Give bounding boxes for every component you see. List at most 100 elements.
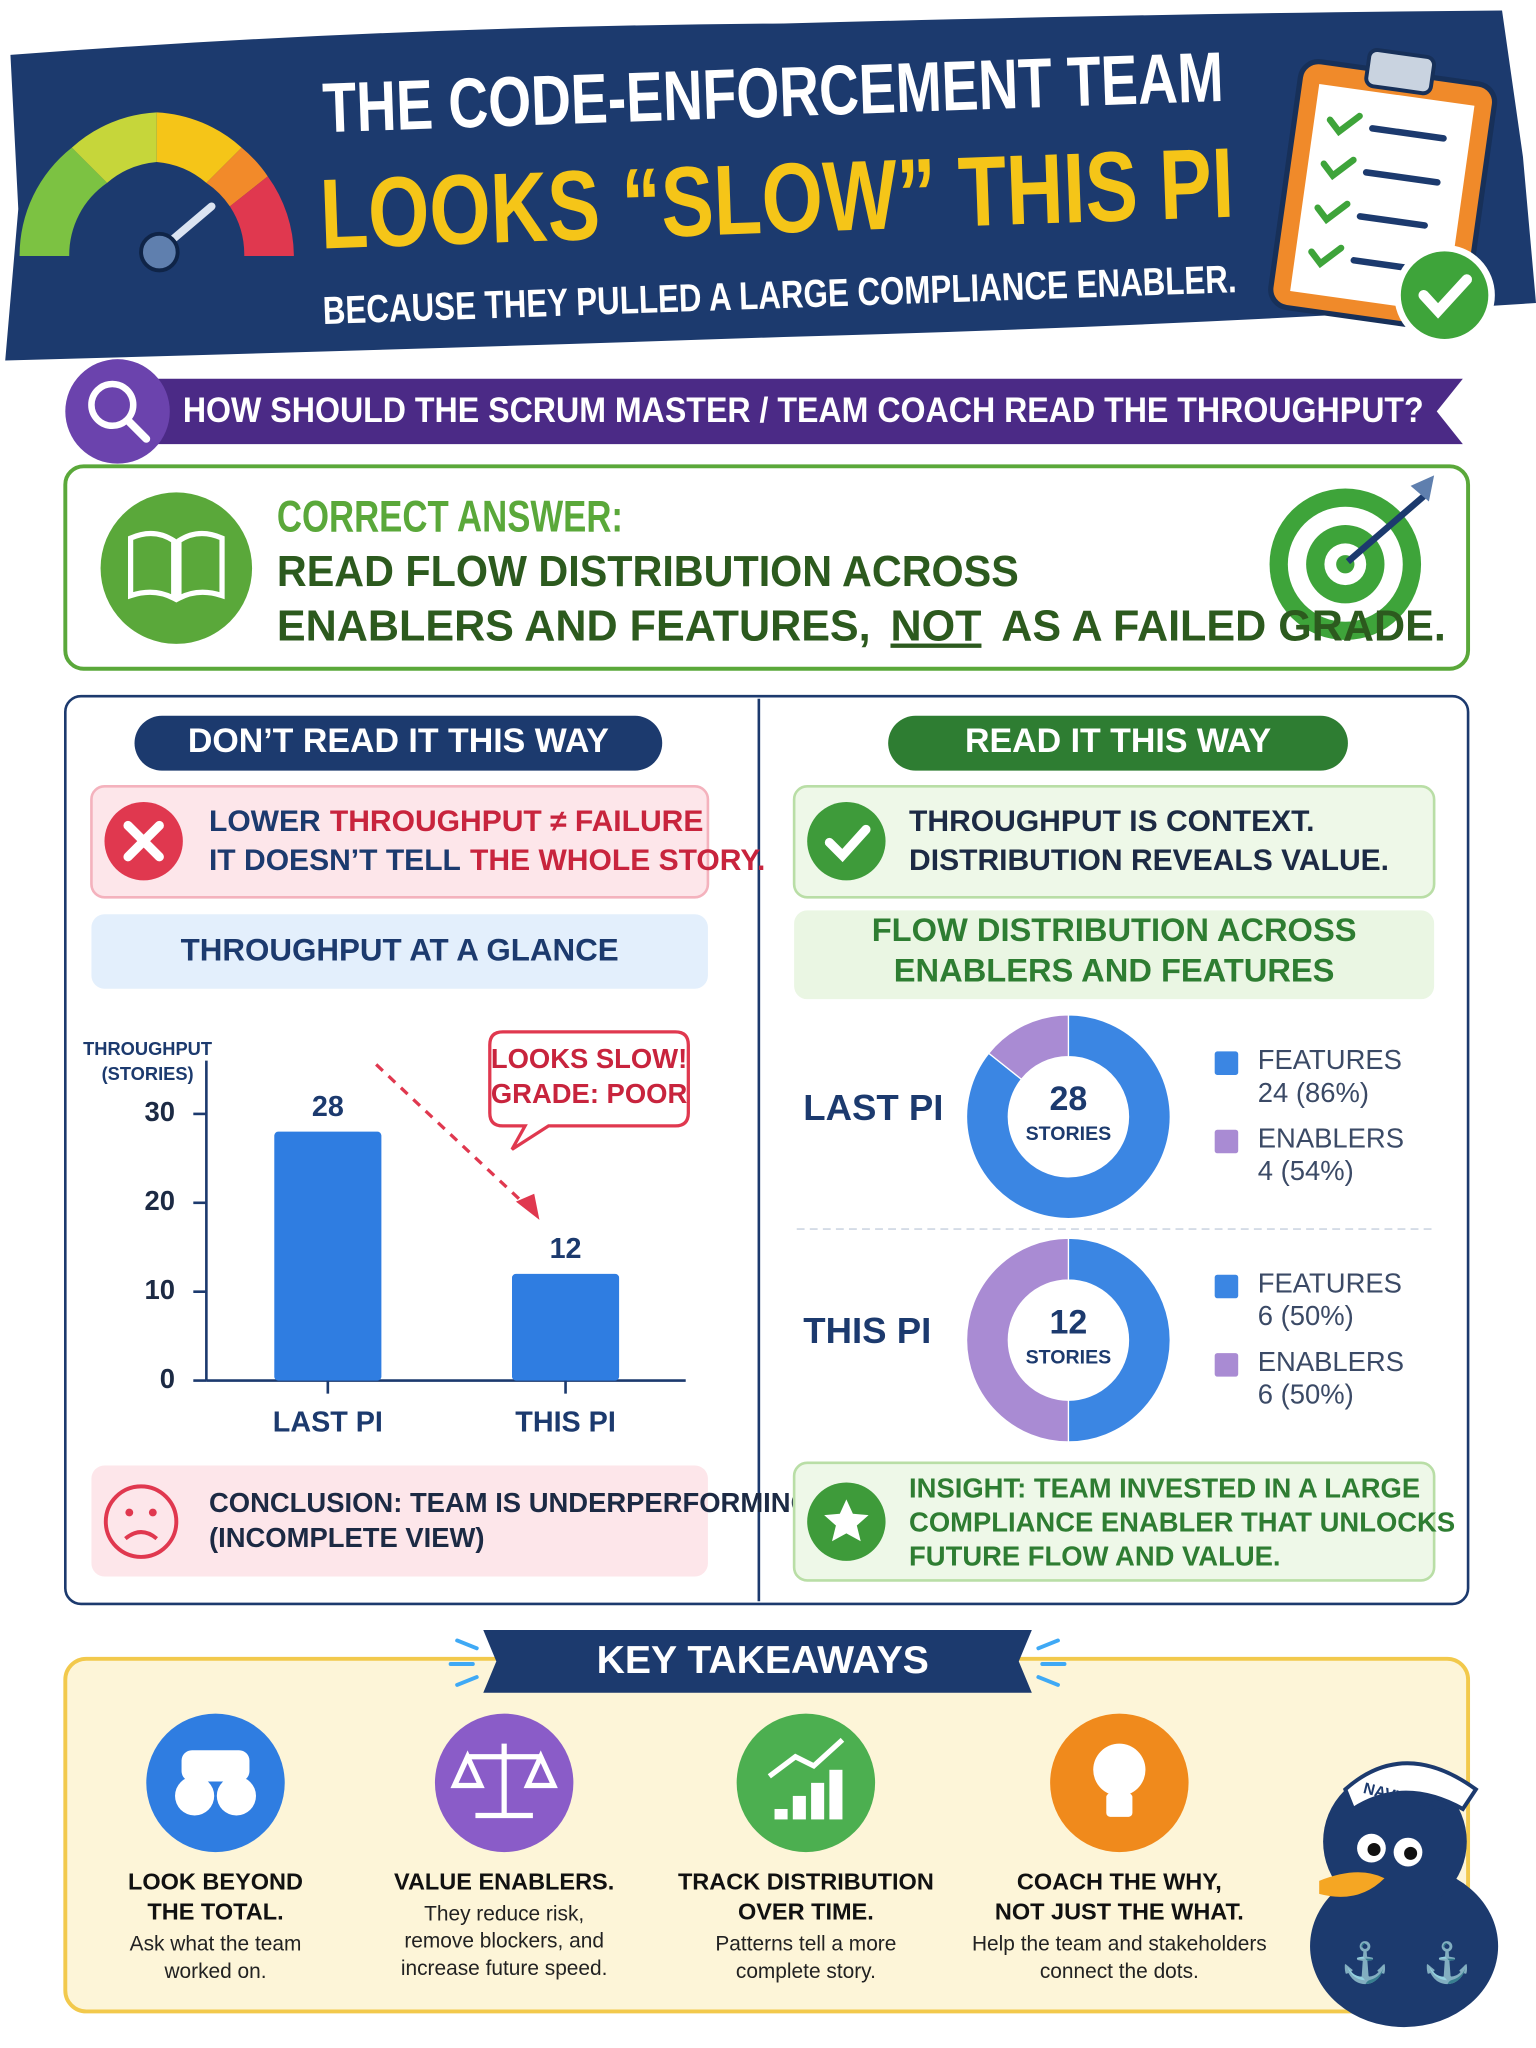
pie-slice xyxy=(987,1014,1070,1081)
decoration xyxy=(1404,1846,1418,1860)
legend-label: ENABLERS xyxy=(1258,1346,1404,1377)
pie-center-value: 28 xyxy=(1050,1080,1088,1118)
decoration xyxy=(206,147,268,207)
decoration xyxy=(90,784,710,899)
warning-part: THROUGHPUT ≠ FAILURE xyxy=(330,805,704,838)
decoration xyxy=(455,1675,479,1687)
right-title: READ IT THIS WAY xyxy=(965,722,1271,760)
answer-part: AS A FAILED GRADE. xyxy=(1001,603,1446,651)
decoration: IT DOESN’T TELL THE WHOLE STORY. xyxy=(209,844,765,877)
decoration xyxy=(104,378,1463,445)
takeaway-title: TRACK DISTRIBUTION xyxy=(678,1869,934,1895)
insight-text: COMPLIANCE ENABLER THAT UNLOCKS xyxy=(909,1506,1455,1537)
decoration xyxy=(824,824,871,863)
takeaways: KEY TAKEAWAYS LOOK BEYOND THE TOTAL. Ask w… xyxy=(63,1630,1471,2014)
flow-title: FLOW DISTRIBUTION ACROSS xyxy=(872,911,1357,948)
legend-value: 6 (50%) xyxy=(1258,1300,1354,1331)
legend-swatch xyxy=(1214,1129,1239,1154)
legend-swatch xyxy=(1214,1353,1239,1377)
decoration xyxy=(1362,169,1441,186)
decoration xyxy=(123,820,164,862)
insight-text: INSIGHT: TEAM INVESTED IN A LARGE xyxy=(909,1473,1420,1504)
answer-line2: ENABLERS AND FEATURES, NOT AS A FAILED G… xyxy=(277,603,1446,651)
pie-title: LAST PI xyxy=(803,1087,943,1128)
takeaway-body: remove blockers, and xyxy=(404,1930,604,1953)
decoration xyxy=(888,715,1348,771)
decoration xyxy=(127,530,225,603)
decoration xyxy=(124,416,151,443)
pie-title: THIS PI xyxy=(803,1310,931,1351)
icon-part xyxy=(450,1743,558,1819)
answer-part: ENABLERS AND FEATURES, xyxy=(277,603,871,651)
decoration xyxy=(1350,257,1409,271)
decoration xyxy=(792,784,1436,899)
bar xyxy=(274,1131,382,1381)
icon-part xyxy=(175,1776,215,1816)
insight-text: FUTURE FLOW AND VALUE. xyxy=(909,1540,1280,1571)
decoration xyxy=(5,10,1536,361)
legend-swatch xyxy=(1214,1051,1239,1075)
data-label: 12 xyxy=(550,1233,582,1265)
right-column: READ IT THIS WAY THROUGHPUT IS CONTEXT. … xyxy=(792,715,1455,1582)
x-tick-label: THIS PI xyxy=(515,1406,616,1438)
conclusion-text: CONCLUSION: TEAM IS UNDERPERFORMING. xyxy=(209,1487,820,1518)
good-text: THROUGHPUT IS CONTEXT. xyxy=(909,805,1314,838)
decoration xyxy=(1314,200,1351,225)
takeaway-icon xyxy=(146,1713,285,1853)
decoration xyxy=(1326,112,1363,137)
pie-slice xyxy=(1067,1237,1171,1443)
anchor: ⚓ xyxy=(1341,1940,1390,1985)
flow-title: ENABLERS AND FEATURES xyxy=(894,952,1335,989)
y-tick-label: 20 xyxy=(145,1185,175,1216)
decoration xyxy=(71,112,157,183)
takeaway-body: They reduce risk, xyxy=(424,1902,584,1925)
decoration xyxy=(1036,1638,1060,1651)
warning-part: LOWER xyxy=(209,805,321,838)
decoration xyxy=(448,1638,1067,1687)
target-icon xyxy=(1269,475,1435,640)
warning-part: THE WHOLE STORY. xyxy=(470,844,765,877)
arrow-head xyxy=(515,1193,540,1220)
glance-title: THROUGHPUT AT A GLANCE xyxy=(181,932,619,967)
decoration xyxy=(1356,213,1428,229)
icon-part xyxy=(792,1795,806,1820)
y-axis-title: THROUGHPUT xyxy=(83,1038,212,1059)
pie-center-label: STORIES xyxy=(1026,1347,1112,1369)
decoration xyxy=(455,1638,479,1651)
legend-swatch xyxy=(1214,1274,1239,1299)
legend-label: FEATURES xyxy=(1258,1267,1402,1298)
icon-part xyxy=(767,1737,845,1779)
legend-value: 6 (50%) xyxy=(1258,1378,1354,1409)
icon-part xyxy=(181,1750,250,1782)
decoration xyxy=(1418,274,1472,319)
decoration xyxy=(1350,125,1447,271)
answer-box: CORRECT ANSWER: READ FLOW DISTRIBUTION A… xyxy=(63,464,1471,671)
decoration xyxy=(1410,475,1435,502)
pie-slice xyxy=(965,1014,1171,1220)
legend-value: 4 (54%) xyxy=(1258,1155,1354,1186)
decoration xyxy=(1310,1865,1499,2028)
decoration xyxy=(19,147,108,256)
takeaway-title: NOT JUST THE WHAT. xyxy=(995,1899,1244,1925)
bar-chart: 0 10 20 30 28 LAST PI 12 THIS PI xyxy=(145,1060,686,1438)
duck-mascot: NAVY DUCK ⚓ ⚓ xyxy=(1310,1761,1499,2028)
decoration xyxy=(148,1508,157,1517)
takeaway-body: Ask what the team xyxy=(130,1932,302,1955)
header: THE CODE-ENFORCEMENT TEAM LOOKS “SLOW” T… xyxy=(5,10,1536,361)
legend-label: FEATURES xyxy=(1258,1044,1402,1075)
decoration: LOWER THROUGHPUT ≠ FAILURE xyxy=(209,805,703,838)
icon-part xyxy=(811,1782,825,1820)
legend-value: 24 (86%) xyxy=(1258,1077,1369,1108)
question-banner: HOW SHOULD THE SCRUM MASTER / TEAM COACH… xyxy=(65,359,1463,464)
takeaway-body: worked on. xyxy=(163,1960,266,1983)
decoration xyxy=(1367,1842,1381,1856)
takeaway-body: increase future speed. xyxy=(401,1957,608,1980)
callout-text: LOOKS SLOW! xyxy=(491,1043,687,1074)
decoration xyxy=(794,910,1435,1000)
decoration xyxy=(824,1499,869,1542)
y-tick-label: 0 xyxy=(160,1363,175,1394)
question-text: HOW SHOULD THE SCRUM MASTER / TEAM COACH… xyxy=(183,391,1424,430)
